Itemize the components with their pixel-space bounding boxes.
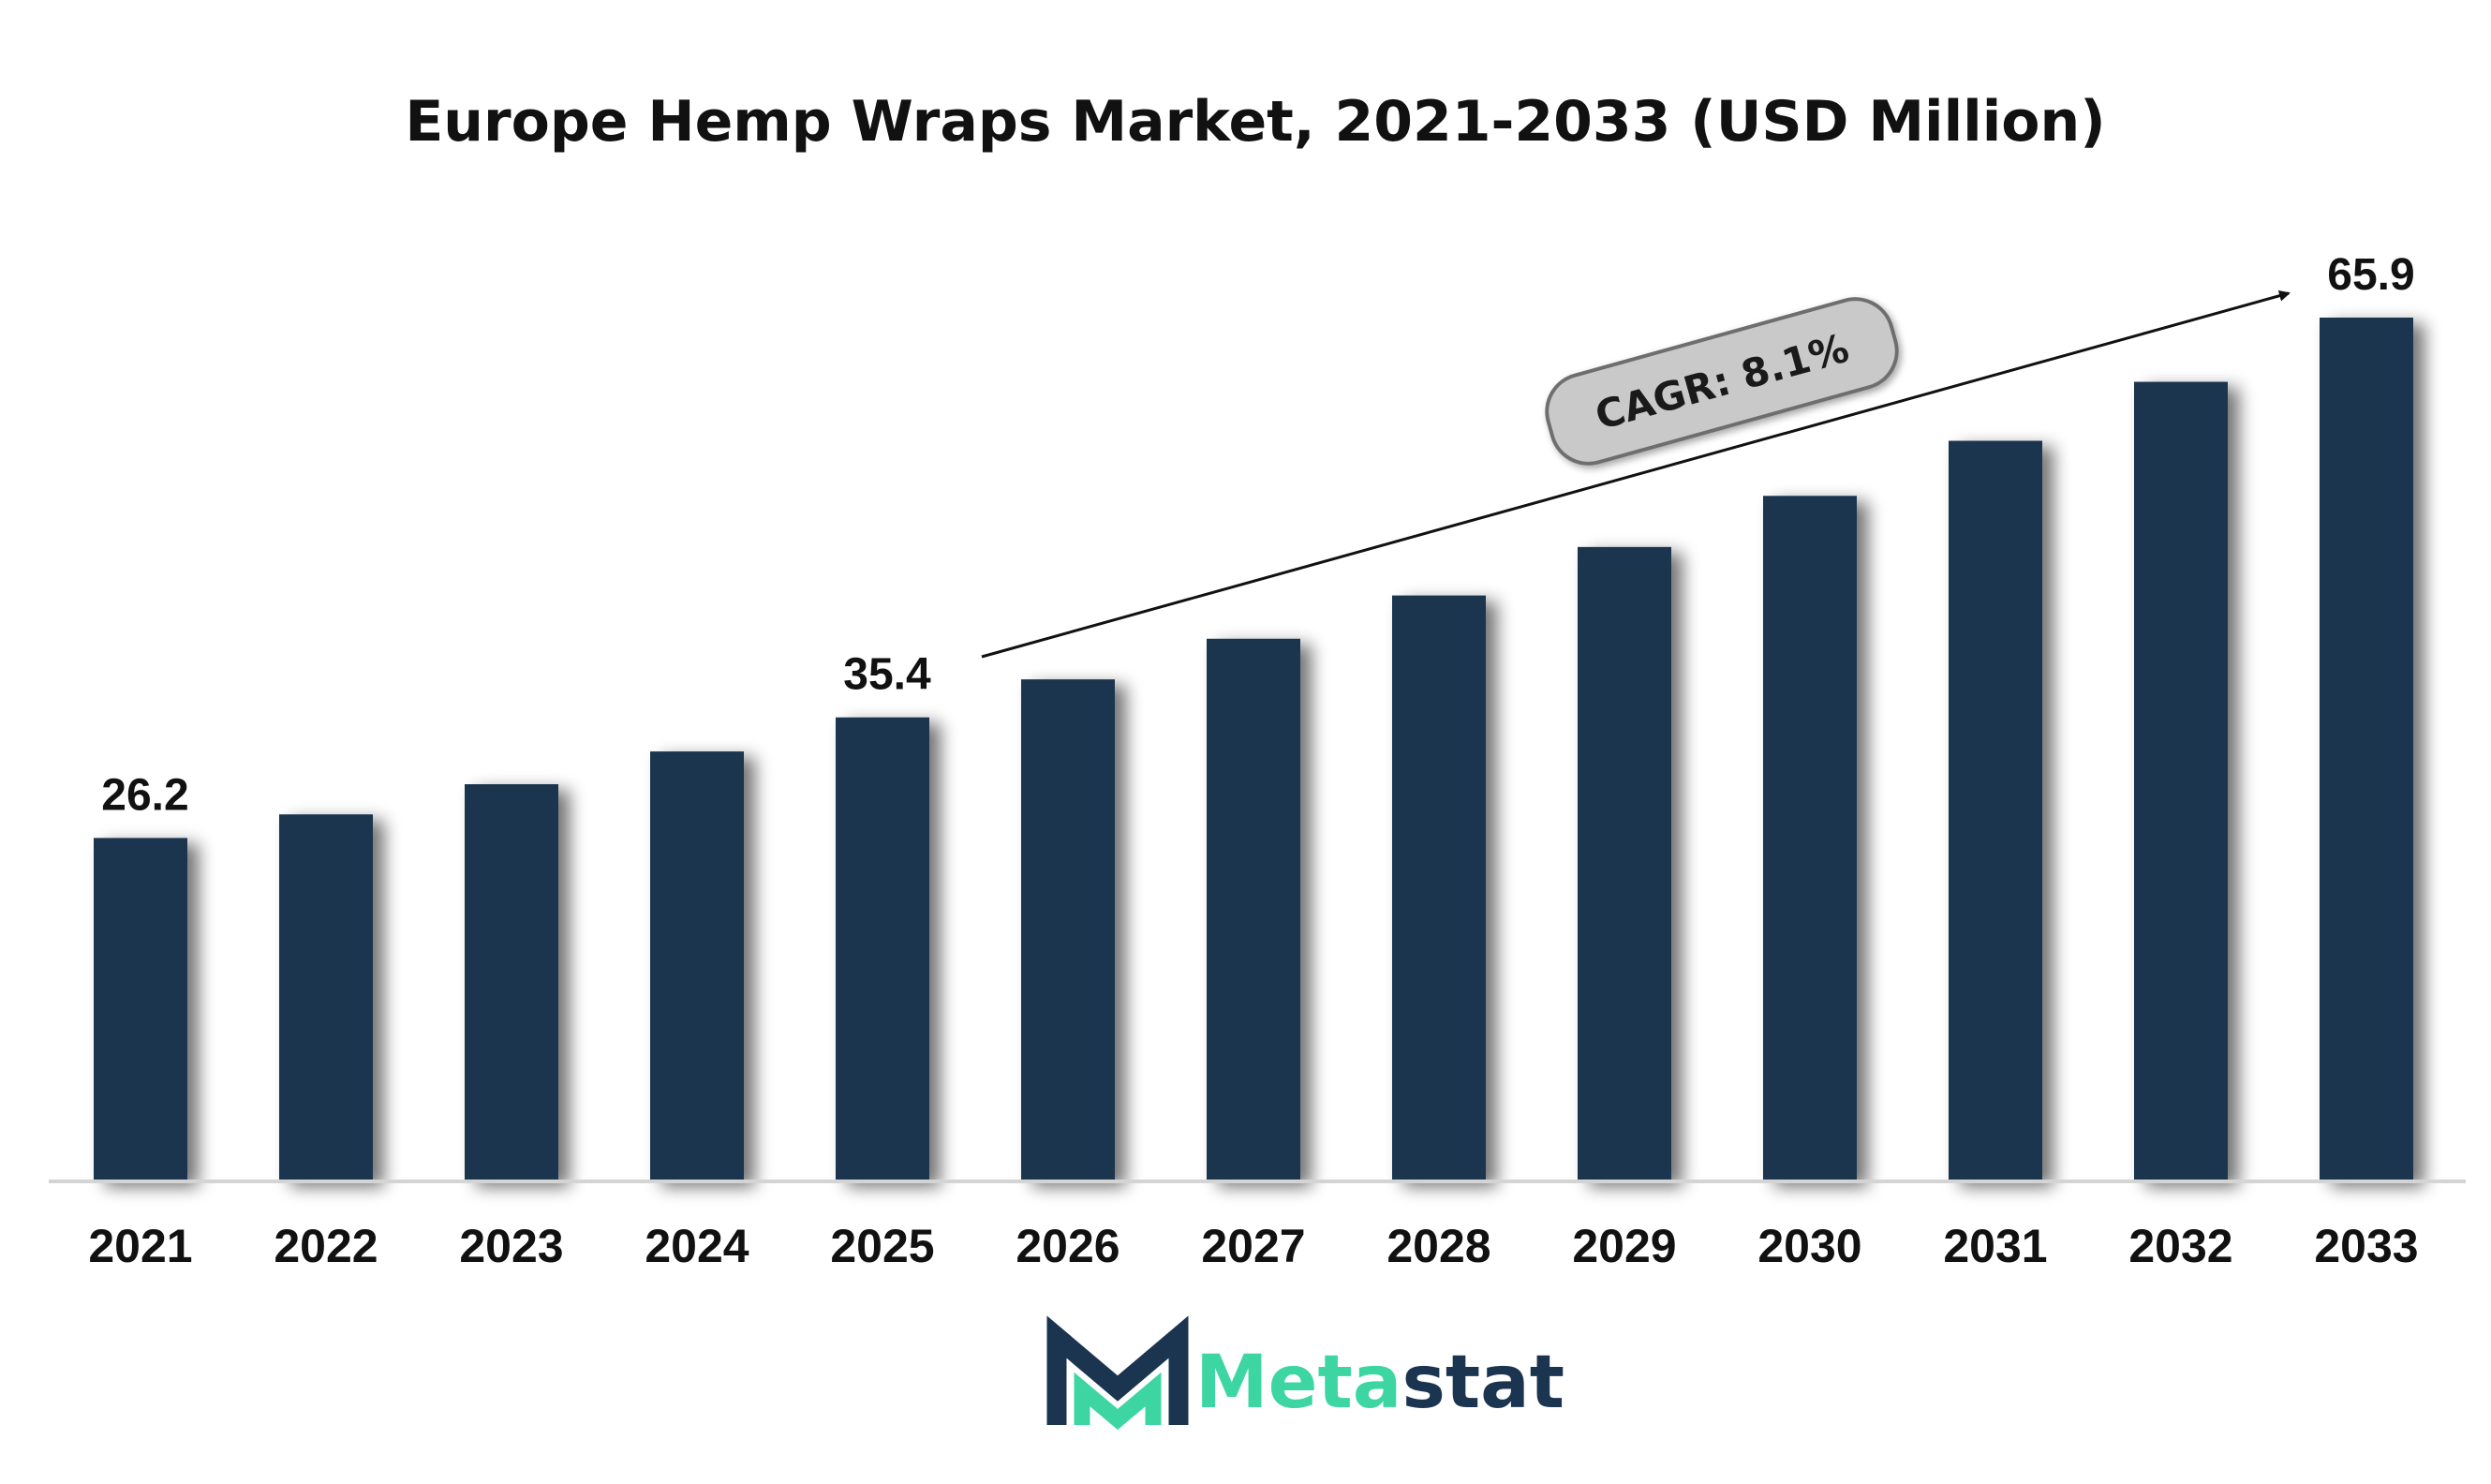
x-tick-label: 2030 [1757,1220,1861,1272]
bar-2031 [1949,440,2042,1181]
cagr-pill [1545,297,1899,466]
brand-logo: Metastat [1046,1315,1564,1431]
x-tick-label: 2021 [88,1220,192,1272]
cagr-arrow [981,289,2291,659]
cagr-badge: CAGR: 8.1% [1545,297,1899,466]
bar-2030 [1763,496,1857,1181]
bar-2024 [650,751,744,1181]
bar-2027 [1207,638,1300,1181]
x-tick-label: 2025 [830,1220,934,1272]
x-tick-label: 2033 [2314,1220,2418,1272]
bar-2021 [94,838,187,1181]
data-label: 26.2 [101,770,188,820]
x-tick-label: 2027 [1201,1220,1305,1272]
x-tick-label: 2028 [1386,1220,1490,1272]
x-tick-label: 2026 [1016,1220,1119,1272]
bar-2028 [1392,595,1486,1181]
data-label: 65.9 [2327,250,2414,300]
x-tick-label: 2032 [2128,1220,2232,1272]
bar-2022 [279,814,373,1181]
x-tick-label: 2031 [1943,1220,2047,1272]
bars-group [94,318,2413,1181]
brand-name-part2: stat [1401,1341,1564,1425]
x-tick-label: 2023 [459,1220,563,1272]
chart-title: Europe Hemp Wraps Market, 2021-2033 (USD… [405,89,2105,155]
x-tick-labels: 2021 2022 2023 2024 2025 2026 2027 2028 2029 2030… [88,1220,2418,1272]
bar-2029 [1578,546,1671,1181]
data-label: 35.4 [843,650,931,700]
x-tick-label: 2024 [645,1220,749,1272]
x-tick-label: 2022 [274,1220,378,1272]
bar-2023 [465,784,558,1181]
metastat-m-logo-icon [1046,1315,1189,1431]
brand-name-part1: Meta [1195,1341,1401,1425]
brand-name: Metastat [1195,1341,1564,1425]
data-labels: 26.2 35.4 65.9 [101,250,2414,820]
bar-2033 [2320,318,2413,1181]
x-tick-label: 2029 [1572,1220,1676,1272]
bar-2026 [1021,679,1115,1181]
bar-2032 [2134,381,2228,1181]
bar-2025 [836,717,929,1181]
